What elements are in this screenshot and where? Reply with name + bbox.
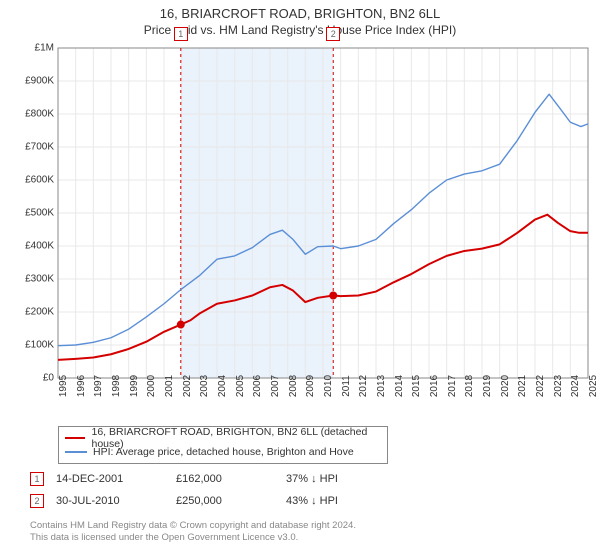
y-tick-label: £600K <box>10 175 54 186</box>
sale-marker-2: 2 <box>326 27 340 41</box>
x-tick-label: 2006 <box>252 375 263 397</box>
x-tick-label: 1995 <box>58 375 69 397</box>
x-tick-label: 2020 <box>500 375 511 397</box>
x-tick-label: 2002 <box>182 375 193 397</box>
x-tick-label: 1999 <box>129 375 140 397</box>
x-tick-label: 2019 <box>482 375 493 397</box>
title-line-1: 16, BRIARCROFT ROAD, BRIGHTON, BN2 6LL <box>0 6 600 21</box>
x-tick-label: 2021 <box>517 375 528 397</box>
x-tick-label: 2008 <box>288 375 299 397</box>
sale-marker-1: 1 <box>174 27 188 41</box>
sale-date: 30-JUL-2010 <box>56 495 176 507</box>
y-tick-label: £400K <box>10 241 54 252</box>
x-tick-label: 2023 <box>553 375 564 397</box>
x-tick-label: 2015 <box>411 375 422 397</box>
sales-row: 1 14-DEC-2001£162,00037% ↓ HPI <box>30 468 406 490</box>
sale-price: £162,000 <box>176 473 286 485</box>
sale-marker-cell: 2 <box>30 494 56 508</box>
x-tick-label: 2000 <box>146 375 157 397</box>
x-tick-label: 2012 <box>358 375 369 397</box>
y-tick-label: £1M <box>10 43 54 54</box>
title-line-2: Price paid vs. HM Land Registry's House … <box>0 23 600 37</box>
chart-container: 12 £0 £100K £200K £300K £400K £500K £600K £700K… <box>10 48 590 408</box>
x-tick-label: 1997 <box>93 375 104 397</box>
y-tick-label: £500K <box>10 208 54 219</box>
x-tick-label: 2022 <box>535 375 546 397</box>
sale-marker-badge: 2 <box>30 494 44 508</box>
sale-delta: 43% ↓ HPI <box>286 495 406 507</box>
x-tick-label: 2003 <box>199 375 210 397</box>
legend-item: 16, BRIARCROFT ROAD, BRIGHTON, BN2 6LL (… <box>65 431 381 445</box>
x-tick-label: 2009 <box>305 375 316 397</box>
x-tick-label: 2018 <box>464 375 475 397</box>
x-tick-label: 2024 <box>570 375 581 397</box>
y-tick-label: £300K <box>10 274 54 285</box>
x-tick-label: 2014 <box>394 375 405 397</box>
x-tick-label: 2001 <box>164 375 175 397</box>
y-tick-label: £100K <box>10 340 54 351</box>
sales-table: 1 14-DEC-2001£162,00037% ↓ HPI 2 30-JUL-201… <box>30 468 406 512</box>
x-tick-label: 2017 <box>447 375 458 397</box>
title-block: 16, BRIARCROFT ROAD, BRIGHTON, BN2 6LL P… <box>0 0 600 37</box>
legend-item: HPI: Average price, detached house, Brig… <box>65 445 381 459</box>
sale-price: £250,000 <box>176 495 286 507</box>
sale-marker-badge: 1 <box>30 472 44 486</box>
sale-marker-cell: 1 <box>30 472 56 486</box>
x-tick-label: 2010 <box>323 375 334 397</box>
legend-swatch <box>65 437 85 439</box>
footer-line-1: Contains HM Land Registry data © Crown c… <box>30 520 570 532</box>
sale-date: 14-DEC-2001 <box>56 473 176 485</box>
y-tick-label: £200K <box>10 307 54 318</box>
x-tick-label: 2005 <box>235 375 246 397</box>
footer-line-2: This data is licensed under the Open Gov… <box>30 532 570 544</box>
legend: 16, BRIARCROFT ROAD, BRIGHTON, BN2 6LL (… <box>58 426 388 464</box>
x-tick-label: 2011 <box>341 375 352 397</box>
x-tick-label: 1998 <box>111 375 122 397</box>
x-tick-label: 1996 <box>76 375 87 397</box>
y-tick-label: £700K <box>10 142 54 153</box>
x-tick-label: 2004 <box>217 375 228 397</box>
footer: Contains HM Land Registry data © Crown c… <box>30 520 570 545</box>
sales-row: 2 30-JUL-2010£250,00043% ↓ HPI <box>30 490 406 512</box>
sale-delta: 37% ↓ HPI <box>286 473 406 485</box>
y-tick-label: £0 <box>10 373 54 384</box>
y-tick-label: £900K <box>10 76 54 87</box>
x-tick-label: 2007 <box>270 375 281 397</box>
legend-label: HPI: Average price, detached house, Brig… <box>93 446 354 458</box>
plot-area: 12 <box>58 48 588 378</box>
x-tick-label: 2016 <box>429 375 440 397</box>
legend-swatch <box>65 451 87 453</box>
x-tick-label: 2013 <box>376 375 387 397</box>
x-tick-label: 2025 <box>588 375 599 397</box>
chart-svg <box>58 48 588 378</box>
y-tick-label: £800K <box>10 109 54 120</box>
